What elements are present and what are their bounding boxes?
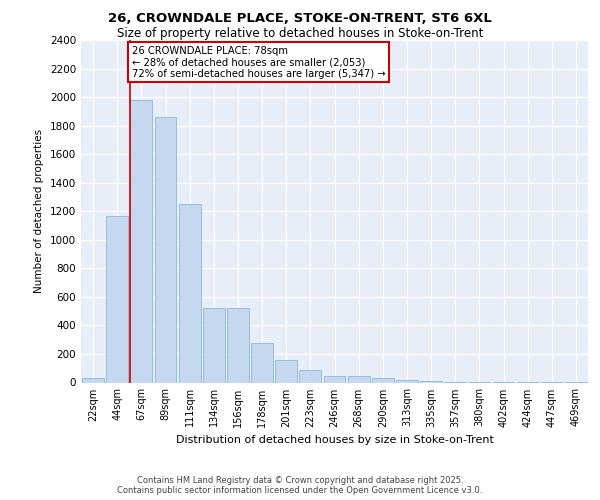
Text: Contains HM Land Registry data © Crown copyright and database right 2025.
Contai: Contains HM Land Registry data © Crown c…	[118, 476, 482, 495]
Bar	[299, 370, 321, 382]
Bar	[323, 376, 346, 382]
Text: 26, CROWNDALE PLACE, STOKE-ON-TRENT, ST6 6XL: 26, CROWNDALE PLACE, STOKE-ON-TRENT, ST6…	[108, 12, 492, 26]
Bar	[251, 344, 273, 382]
Bar	[82, 378, 104, 382]
Bar	[227, 308, 249, 382]
Text: 26 CROWNDALE PLACE: 78sqm
← 28% of detached houses are smaller (2,053)
72% of se: 26 CROWNDALE PLACE: 78sqm ← 28% of detac…	[132, 46, 385, 79]
Bar	[155, 117, 176, 382]
Bar	[275, 360, 297, 382]
Bar	[179, 204, 200, 382]
Bar	[203, 308, 224, 382]
Bar	[130, 100, 152, 382]
X-axis label: Distribution of detached houses by size in Stoke-on-Trent: Distribution of detached houses by size …	[176, 435, 493, 445]
Bar	[106, 216, 128, 382]
Text: Size of property relative to detached houses in Stoke-on-Trent: Size of property relative to detached ho…	[117, 28, 483, 40]
Bar	[372, 378, 394, 382]
Bar	[396, 380, 418, 382]
Bar	[348, 376, 370, 382]
Y-axis label: Number of detached properties: Number of detached properties	[34, 129, 44, 294]
